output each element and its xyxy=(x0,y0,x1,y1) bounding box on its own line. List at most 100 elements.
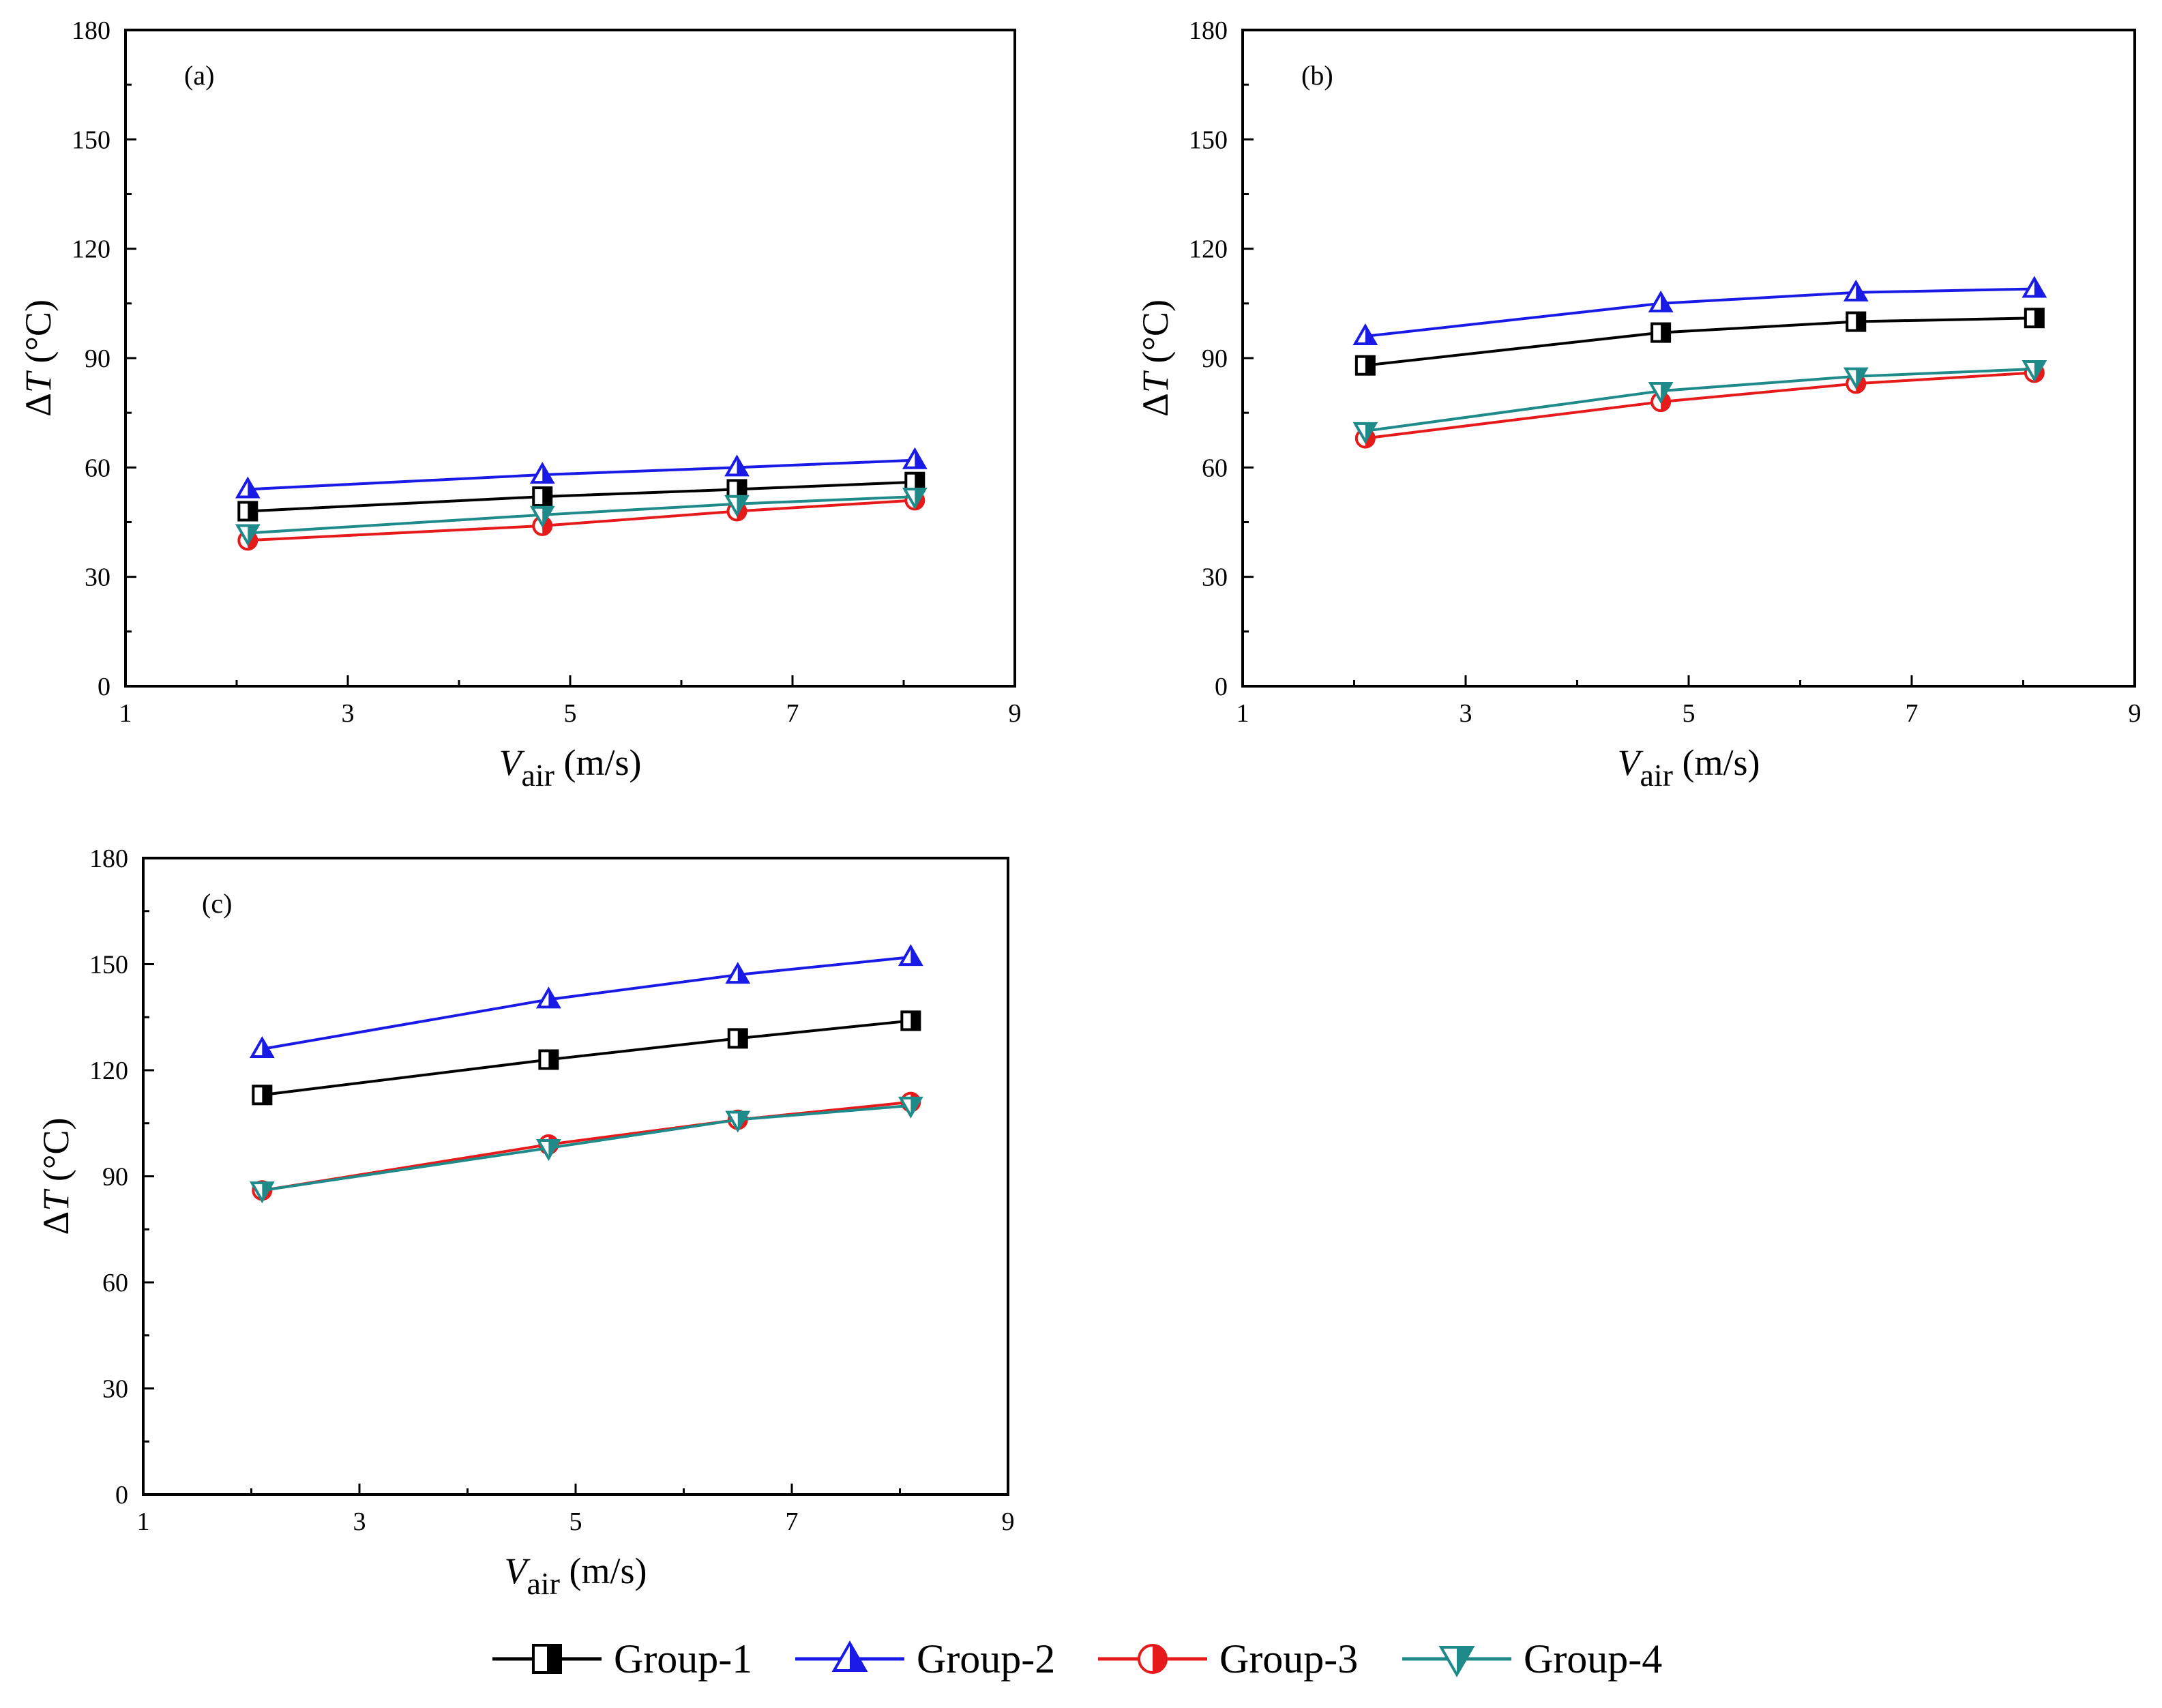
panel-b-frame xyxy=(1241,29,2136,688)
panel-b-series-group-2-point xyxy=(2022,276,2047,298)
panel-c-series-group-1-line xyxy=(262,1019,911,1097)
legend-item-group-1-marker xyxy=(532,1644,562,1674)
panel-b-series-group-1-point xyxy=(1650,322,1672,343)
panel-a-series-group-4-point-fill xyxy=(542,507,553,525)
panel-b-xtick-label: 9 xyxy=(2129,699,2142,728)
panel-c-series-group-1-point xyxy=(900,1010,921,1031)
panel-c-series-group-4 xyxy=(249,1096,923,1204)
panel-b-series-group-4-point-fill xyxy=(2034,361,2045,379)
panel-c-series-group-2-line xyxy=(262,956,911,1050)
panel-c-ytick-label: 0 xyxy=(115,1481,128,1510)
panel-c-xtick-label: 7 xyxy=(786,1507,799,1536)
panel-b-series-group-2-point-fill xyxy=(2034,278,2045,297)
legend-item-group-3-label: Group-3 xyxy=(1219,1636,1358,1681)
panel-b-xlabel-unit: (m/s) xyxy=(1673,742,1760,783)
panel-c-series-group-2-point-fill xyxy=(548,989,559,1007)
panel-c-xtick-label: 5 xyxy=(569,1507,582,1536)
legend-item-group-1: Group-1 xyxy=(492,1636,752,1681)
legend-item-group-2-label: Group-2 xyxy=(917,1636,1055,1681)
panel-a-xlabel: Vair (m/s) xyxy=(499,742,641,793)
panel-b-series-group-2-line xyxy=(1365,287,2034,338)
panel-a-xlabel-unit: (m/s) xyxy=(554,742,642,783)
panel-c-ylabel-delta: Δ xyxy=(35,1211,76,1235)
panel-b-series-group-1-line xyxy=(1365,316,2034,367)
panel-a-series-group-2-point xyxy=(902,447,928,469)
panel-b-series-group-4-point-fill xyxy=(1365,423,1376,441)
panel-a-series-group-2-point-fill xyxy=(915,450,925,468)
panel-c-series-group-4-point xyxy=(535,1138,561,1161)
legend-item-group-4-label: Group-4 xyxy=(1524,1636,1662,1681)
panel-c-series-group-1 xyxy=(252,1010,921,1106)
panel-c-ylabel: ΔT (°C) xyxy=(35,1118,76,1235)
panel-b-series-group-1-point-fill xyxy=(2034,309,2043,327)
panel-c-xtick-label: 3 xyxy=(353,1507,366,1536)
panel-c-series-group-4-line xyxy=(262,1104,911,1192)
panel-b-series-group-4-line xyxy=(1365,368,2034,432)
panel-b-xlabel-sub: air xyxy=(1640,758,1673,793)
panel-b-xtick-label: 5 xyxy=(1683,699,1695,728)
panel-b-series-group-4 xyxy=(1352,359,2047,444)
panel-b: 0 30 60 90 120 150 180 1 3 5 7 9 (b) Vair (m/s) ΔT (°C… xyxy=(1135,16,2142,793)
panel-c-series-group-4-point-fill xyxy=(548,1140,559,1158)
panel-a-series-group-1-point-fill xyxy=(542,488,552,506)
panel-b-xtick-label: 3 xyxy=(1460,699,1472,728)
panel-c-series-group-2-point xyxy=(535,986,561,1009)
panel-a-series-group-2 xyxy=(235,447,928,499)
panel-c-series-group-1-point-fill xyxy=(548,1050,558,1069)
panel-c-ylabel-var: T xyxy=(35,1188,76,1211)
panel-c-label: (c) xyxy=(202,888,232,919)
panel-a-series-group-4-point xyxy=(235,524,261,546)
panel-b-ytick-label: 150 xyxy=(1189,126,1228,154)
panel-c-series-group-4-point-fill xyxy=(737,1112,748,1130)
panel-c-series-group-4-point xyxy=(898,1096,923,1119)
panel-b-series-group-1-point xyxy=(1846,311,1867,332)
panel-a-ytick-label: 150 xyxy=(72,126,110,154)
panel-c-ytick-label: 120 xyxy=(89,1057,128,1085)
panel-c-ytick-label: 180 xyxy=(89,844,128,873)
panel-a-series-group-1-point-fill xyxy=(915,473,924,491)
legend-item-group-3: Group-3 xyxy=(1098,1636,1358,1681)
panel-a-xlabel-sub: air xyxy=(521,758,554,793)
panel-a-series-group-2-point xyxy=(529,462,555,484)
panel-c-ytick-label: 60 xyxy=(102,1269,128,1297)
panel-c-ytick-label: 90 xyxy=(102,1163,128,1192)
panel-c-series-group-1-point-fill xyxy=(910,1012,920,1030)
panel-c-xlabel-main: V xyxy=(504,1550,531,1591)
legend: Group-1 Group-2 Group-3 Group-4 xyxy=(492,1636,1662,1681)
panel-a-label: (a) xyxy=(184,60,214,91)
panel-a-series-group-4-point-fill xyxy=(737,496,747,514)
panel-a-ytick-label: 90 xyxy=(85,344,110,373)
legend-item-group-4-marker-fill xyxy=(1457,1647,1472,1675)
panel-b-ytick-label: 120 xyxy=(1189,235,1228,264)
panel-c-ylabel-unit: (°C) xyxy=(35,1118,76,1191)
legend-item-group-4: Group-4 xyxy=(1402,1636,1662,1681)
panel-a-series-group-1-point xyxy=(532,486,553,507)
panel-a-ylabel-var: T xyxy=(18,370,59,393)
panel-a-series-group-2-point-fill xyxy=(542,465,553,483)
panel-b-ylabel-unit: (°C) xyxy=(1135,299,1176,372)
panel-b-xtick-label: 7 xyxy=(1906,699,1919,728)
panel-c-ytick-label: 30 xyxy=(102,1375,128,1404)
legend-item-group-1-marker-fill xyxy=(547,1645,561,1673)
panel-c-series-group-1-point-fill xyxy=(737,1029,747,1048)
panel-a-xtick-label: 1 xyxy=(119,699,132,728)
panel-a-ytick-label: 180 xyxy=(72,16,110,45)
panel-b-series-group-2-point-fill xyxy=(1365,325,1376,344)
panel-c: 0 30 60 90 120 150 180 1 3 5 7 9 (c) Vair (m/s) ΔT (°C… xyxy=(35,844,1015,1601)
panel-a-series-group-4-point xyxy=(724,495,750,517)
panel-b-series-group-2-point-fill xyxy=(1661,293,1672,311)
panel-a-series-group-2-line xyxy=(248,458,915,491)
panel-a-series-group-1-point xyxy=(237,501,258,522)
legend-item-group-2: Group-2 xyxy=(795,1636,1055,1681)
panel-a-ylabel-unit: (°C) xyxy=(18,299,59,372)
panel-c-series-group-4-point xyxy=(725,1110,751,1133)
panel-b-xtick-label: 1 xyxy=(1237,699,1249,728)
panel-a-xtick-label: 3 xyxy=(342,699,355,728)
panel-a-series-group-2-point-fill xyxy=(248,479,258,497)
panel-a-series-group-4 xyxy=(235,488,928,546)
panel-c-xlabel-unit: (m/s) xyxy=(560,1550,647,1591)
panel-b-series-group-2-point xyxy=(1352,323,1378,345)
panel-a-series-group-4-point xyxy=(529,505,555,528)
panel-a-series-group-1-point-fill xyxy=(248,502,257,520)
panel-a-xtick-label: 9 xyxy=(1009,699,1022,728)
